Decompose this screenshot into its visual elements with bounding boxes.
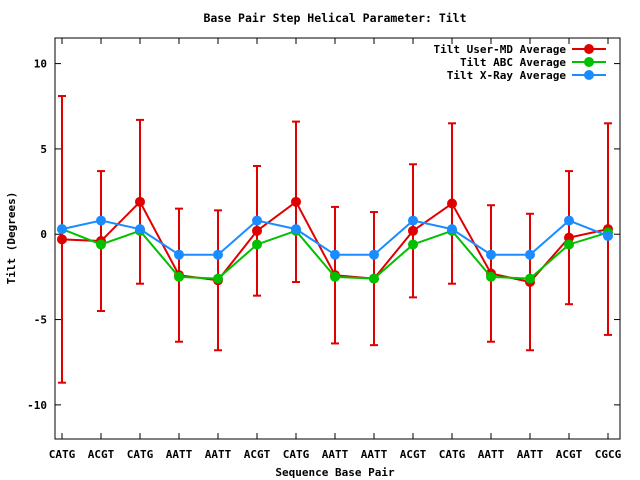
data-point — [96, 239, 106, 250]
data-point — [564, 215, 574, 226]
data-point — [213, 273, 223, 284]
data-point — [135, 224, 145, 235]
x-tick-label: ACGT — [88, 448, 115, 461]
data-point — [57, 224, 67, 235]
y-tick-label: 0 — [40, 228, 47, 241]
x-tick-label: AATT — [166, 448, 193, 461]
x-tick-label: AATT — [478, 448, 505, 461]
data-point — [447, 224, 457, 235]
data-point — [486, 271, 496, 282]
x-tick-label: CATG — [127, 448, 154, 461]
x-tick-label: CGCG — [595, 448, 622, 461]
data-point — [564, 239, 574, 250]
x-tick-label: AATT — [517, 448, 544, 461]
axes: 10 5 0 -5 -10 CATG ACGT CATG AATT AATT ACGT CATG AAT… — [27, 38, 622, 461]
data-point — [330, 271, 340, 282]
x-tick-label: CATG — [439, 448, 466, 461]
x-tick-label: CATG — [283, 448, 310, 461]
data-point — [369, 249, 379, 260]
y-tick-label: -5 — [34, 314, 47, 327]
data-point — [408, 239, 418, 250]
x-tick-label: ACGT — [400, 448, 427, 461]
chart-title: Base Pair Step Helical Parameter: Tilt — [203, 11, 466, 25]
legend-marker — [584, 57, 594, 67]
x-axis-label: Sequence Base Pair — [275, 466, 395, 479]
legend-marker — [584, 44, 594, 54]
data-point — [525, 273, 535, 284]
y-tick-label: 5 — [40, 143, 47, 156]
data-point — [213, 249, 223, 260]
data-point — [96, 215, 106, 226]
series-lines — [57, 196, 613, 288]
x-tick-label: AATT — [205, 448, 232, 461]
data-point — [135, 196, 145, 207]
data-point — [408, 215, 418, 226]
data-point — [369, 273, 379, 284]
x-tick-label: AATT — [322, 448, 349, 461]
data-point — [291, 224, 301, 235]
data-point — [525, 249, 535, 260]
data-point — [57, 234, 67, 245]
data-point — [252, 239, 262, 250]
y-axis-label: Tilt (Degrees) — [5, 192, 18, 285]
x-tick-label: ACGT — [244, 448, 271, 461]
plot-frame — [54, 37, 621, 440]
x-tick-label: AATT — [361, 448, 388, 461]
legend-label: Tilt User-MD Average — [434, 43, 567, 56]
data-point — [330, 249, 340, 260]
data-point — [486, 249, 496, 260]
data-point — [174, 249, 184, 260]
error-bars — [58, 95, 612, 384]
data-point — [174, 271, 184, 282]
y-tick-label: 10 — [34, 58, 47, 71]
data-point — [408, 225, 418, 236]
data-point — [603, 230, 613, 241]
x-tick-label: CATG — [49, 448, 76, 461]
legend-label: Tilt X-Ray Average — [447, 69, 567, 82]
legend-marker — [584, 70, 594, 80]
data-point — [291, 196, 301, 207]
x-tick-label: ACGT — [556, 448, 583, 461]
y-tick-label: -10 — [27, 399, 47, 412]
data-point — [252, 225, 262, 236]
data-point — [447, 198, 457, 209]
data-point — [252, 215, 262, 226]
legend-label: Tilt ABC Average — [460, 56, 566, 69]
